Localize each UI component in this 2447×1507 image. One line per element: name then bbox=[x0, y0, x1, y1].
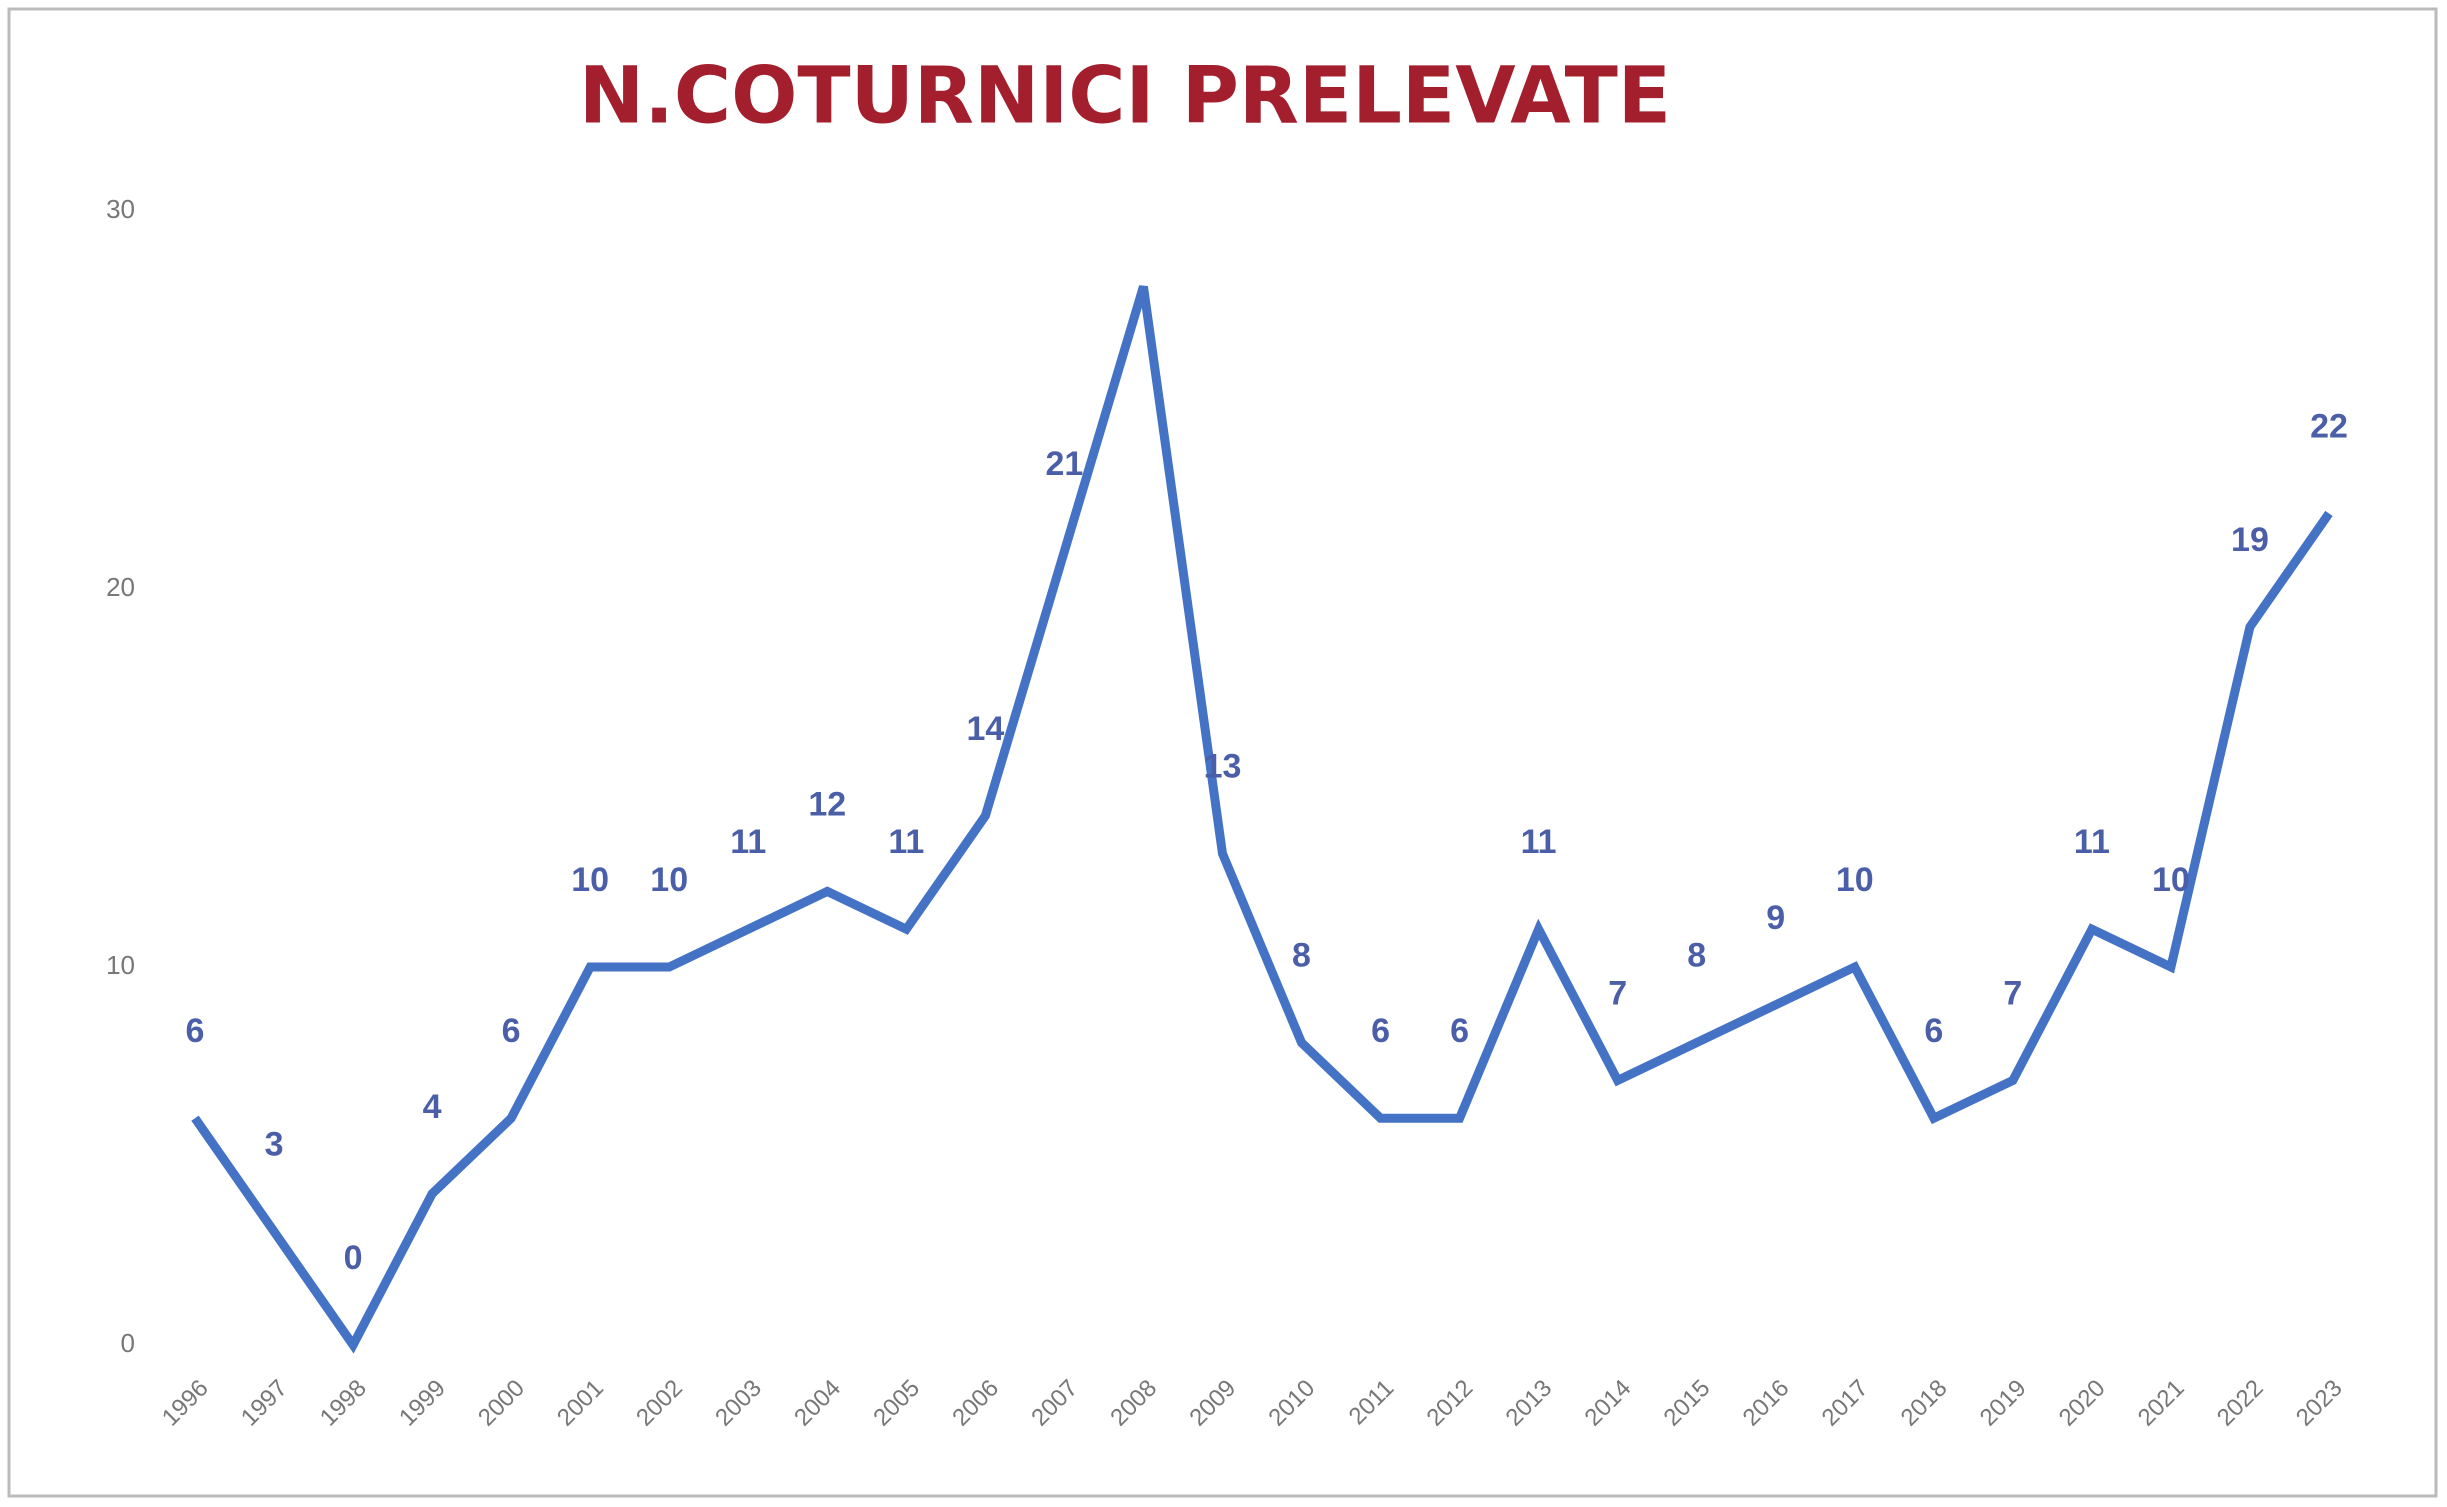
data-label: 8 bbox=[1687, 937, 1706, 975]
x-tick-label: 2014 bbox=[1580, 1375, 1637, 1432]
x-tick-label: 1996 bbox=[157, 1375, 214, 1432]
data-label: 6 bbox=[502, 1012, 521, 1050]
data-line bbox=[191, 285, 2333, 1354]
x-tick-label: 2010 bbox=[1263, 1375, 1320, 1432]
data-label: 11 bbox=[888, 823, 924, 861]
x-tick-label: 2008 bbox=[1105, 1375, 1162, 1432]
data-label: 12 bbox=[808, 785, 846, 823]
x-tick-label: 2013 bbox=[1501, 1375, 1558, 1432]
chart-frame bbox=[7, 7, 2438, 1498]
x-tick-label: 2018 bbox=[1896, 1375, 1953, 1432]
data-label: 6 bbox=[1924, 1012, 1943, 1050]
x-tick-label: 2011 bbox=[1344, 1375, 1400, 1431]
data-label: 11 bbox=[730, 823, 766, 861]
x-tick-label: 2003 bbox=[710, 1375, 767, 1432]
x-tick-label: 2017 bbox=[1817, 1375, 1874, 1432]
x-tick-label: 2005 bbox=[868, 1375, 925, 1432]
x-tick-label: 2006 bbox=[947, 1375, 1004, 1432]
x-tick-label: 2012 bbox=[1421, 1375, 1478, 1432]
x-tick-label: 1998 bbox=[315, 1375, 372, 1432]
x-tick-label: 2007 bbox=[1026, 1375, 1083, 1432]
data-label: 6 bbox=[186, 1012, 205, 1050]
data-label: 7 bbox=[1608, 974, 1627, 1012]
data-label: 6 bbox=[1371, 1012, 1390, 1050]
y-tick-label: 20 bbox=[106, 572, 135, 602]
x-tick-label: 2020 bbox=[2054, 1375, 2111, 1432]
data-label: 6 bbox=[1450, 1012, 1469, 1050]
x-tick-label: 2001 bbox=[552, 1375, 609, 1432]
x-tick-label: 2004 bbox=[789, 1375, 846, 1432]
data-label: 19 bbox=[2231, 521, 2269, 559]
x-tick-label: 2015 bbox=[1659, 1375, 1716, 1432]
data-label: 9 bbox=[1766, 899, 1785, 937]
y-tick-label: 30 bbox=[106, 194, 135, 224]
x-tick-label: 1999 bbox=[394, 1375, 451, 1432]
data-label: 0 bbox=[344, 1239, 363, 1277]
data-label: 4 bbox=[423, 1088, 442, 1126]
data-label: 10 bbox=[2152, 861, 2190, 899]
x-tick-label: 2000 bbox=[473, 1375, 530, 1432]
x-tick-label: 2022 bbox=[2212, 1375, 2269, 1432]
data-label: 10 bbox=[1836, 861, 1874, 899]
data-label: 13 bbox=[1204, 748, 1242, 786]
x-tick-label: 2002 bbox=[631, 1375, 688, 1432]
data-label: 7 bbox=[2003, 974, 2022, 1012]
y-tick-label: 10 bbox=[106, 950, 135, 980]
x-tick-label: 2023 bbox=[2291, 1375, 2348, 1432]
chart-title: N.COTURNICI PRELEVATE bbox=[579, 51, 1671, 141]
data-label: 11 bbox=[1521, 823, 1557, 861]
x-tick-label: 2021 bbox=[2133, 1375, 2190, 1432]
data-label: 22 bbox=[2310, 407, 2348, 445]
y-tick-label: 0 bbox=[121, 1328, 135, 1358]
x-tick-label: 2009 bbox=[1184, 1375, 1241, 1432]
data-label: 8 bbox=[1292, 937, 1311, 975]
data-label: 21 bbox=[1045, 445, 1083, 483]
x-tick-label: 1997 bbox=[236, 1375, 293, 1432]
data-label: 14 bbox=[966, 710, 1004, 748]
x-tick-label: 2019 bbox=[1975, 1375, 2032, 1432]
data-label: 11 bbox=[2074, 823, 2110, 861]
x-tick-label: 2016 bbox=[1738, 1375, 1795, 1432]
data-label: 10 bbox=[571, 861, 609, 899]
data-label: 10 bbox=[650, 861, 688, 899]
data-label: 3 bbox=[265, 1126, 284, 1164]
